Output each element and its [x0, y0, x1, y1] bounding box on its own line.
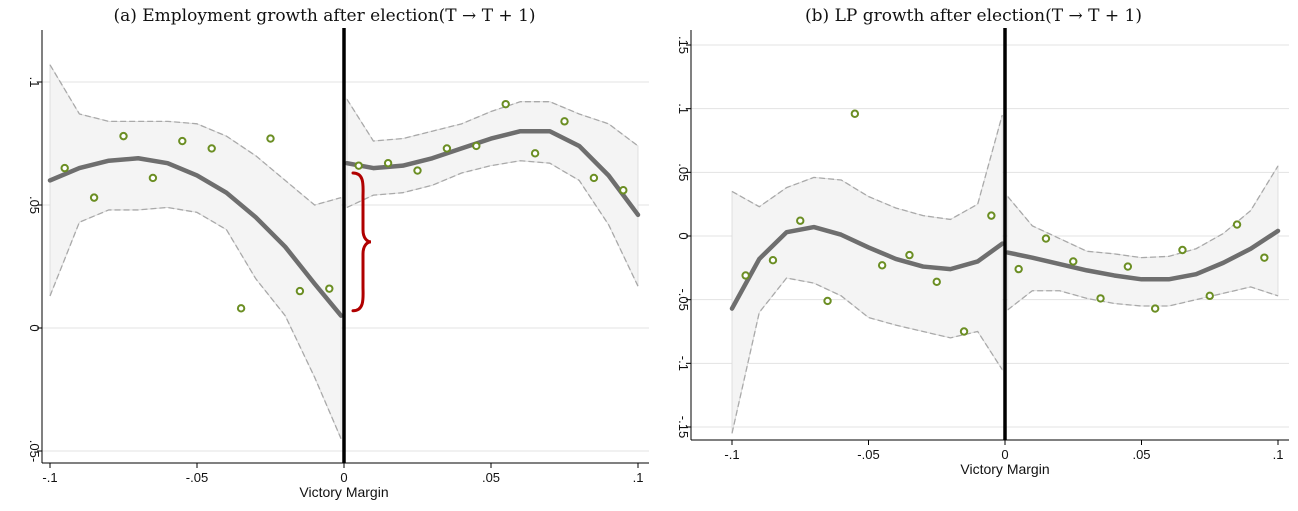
- y-tick-label: .05-: [27, 440, 42, 462]
- data-point: [560, 117, 569, 126]
- y-tick-label: -.15: [676, 416, 691, 438]
- ci-upper-line: [346, 98, 639, 147]
- data-point: [850, 109, 860, 118]
- data-point: [60, 163, 69, 173]
- panel-lp-growth: (b) LP growth after election(T → T + 1) …: [649, 0, 1298, 511]
- employment-growth-chart: .05- 0 .05 .1 -.1 -.05 0 .05 .1 Victory Margin: [27, 28, 649, 500]
- y-tick-label: .1: [27, 77, 42, 88]
- data-point: [877, 261, 887, 270]
- data-point: [325, 284, 334, 293]
- data-point: [1014, 264, 1023, 274]
- fit-line: [344, 128, 641, 218]
- data-point: [1150, 304, 1160, 313]
- x-axis-title: Victory Margin: [960, 461, 1049, 477]
- y-tick-label: 0: [27, 324, 42, 331]
- chart-title: (b) LP growth after election(T → T + 1): [805, 6, 1142, 26]
- data-point: [1260, 253, 1269, 262]
- ci-band: [731, 114, 1003, 434]
- data-point: [823, 296, 832, 306]
- ci-upper-line: [731, 114, 1003, 221]
- x-tick-label: .1: [633, 470, 644, 485]
- data-point: [1178, 245, 1187, 255]
- data-point: [119, 131, 128, 141]
- x-tick-label: .05: [1132, 447, 1150, 462]
- data-point: [1123, 262, 1133, 271]
- data-point: [530, 149, 540, 158]
- data-point: [1232, 220, 1242, 229]
- x-tick-label: -.1: [724, 447, 739, 462]
- data-point: [768, 255, 778, 265]
- data-point: [905, 250, 914, 260]
- data-point: [295, 286, 305, 296]
- ci-lower-line: [1007, 286, 1279, 311]
- ci-lower-line: [346, 160, 639, 287]
- x-tick-label: -.1: [42, 470, 57, 485]
- y-tick-label: -.05: [676, 288, 691, 310]
- data-point: [207, 144, 216, 153]
- data-point: [383, 158, 393, 168]
- data-point: [589, 173, 599, 183]
- data-point: [178, 136, 187, 146]
- discontinuity-brace: [351, 171, 372, 313]
- data-point: [354, 161, 363, 170]
- panel-employment-growth: (a) Employment growth after election(T →…: [27, 6, 649, 500]
- x-tick-label: .05: [482, 470, 500, 485]
- data-point: [987, 211, 996, 220]
- data-point: [1069, 257, 1078, 266]
- data-point: [236, 304, 246, 313]
- x-tick-label: -.05: [857, 447, 879, 462]
- data-point: [266, 134, 275, 143]
- x-tick-label: -.05: [186, 470, 208, 485]
- fit-line: [1005, 228, 1281, 282]
- fit-line: [47, 156, 344, 318]
- data-point: [932, 277, 941, 287]
- lp-growth-chart: -.15 -.1 -.05 0 .05 .1 .15 -.1 -.05 0 .05 .1 Victory…: [676, 28, 1289, 477]
- data-point: [148, 173, 158, 183]
- data-point: [741, 271, 750, 280]
- data-point: [1096, 294, 1105, 303]
- data-point: [472, 141, 481, 151]
- data-point: [89, 193, 99, 202]
- x-tick-label: .1: [1273, 447, 1284, 462]
- y-tick-label: .1: [676, 103, 691, 114]
- data-point: [619, 186, 628, 195]
- data-point: [796, 216, 805, 225]
- fit-line: [729, 224, 1005, 311]
- y-tick-label: .05: [676, 163, 691, 181]
- data-point: [1041, 234, 1051, 243]
- ci-band: [49, 63, 342, 439]
- ci-upper-line: [49, 64, 342, 206]
- data-point: [1205, 291, 1214, 301]
- y-tick-label: -.1: [676, 356, 691, 371]
- ci-band: [346, 97, 639, 287]
- ci-upper-line: [1007, 165, 1279, 259]
- data-point: [501, 99, 510, 109]
- data-point: [959, 327, 969, 336]
- data-point: [413, 166, 422, 175]
- y-tick-label: 0: [676, 232, 691, 239]
- x-axis-title: Victory Margin: [299, 484, 388, 500]
- x-tick-label: 0: [1001, 447, 1008, 462]
- y-tick-label: .15: [676, 36, 691, 54]
- x-tick-label: 0: [340, 470, 347, 485]
- ci-lower-line: [49, 206, 342, 439]
- ci-lower-line: [731, 277, 1003, 434]
- chart-title: (a) Employment growth after election(T →…: [113, 6, 536, 26]
- y-tick-label: .05: [27, 196, 42, 214]
- data-point: [442, 144, 452, 153]
